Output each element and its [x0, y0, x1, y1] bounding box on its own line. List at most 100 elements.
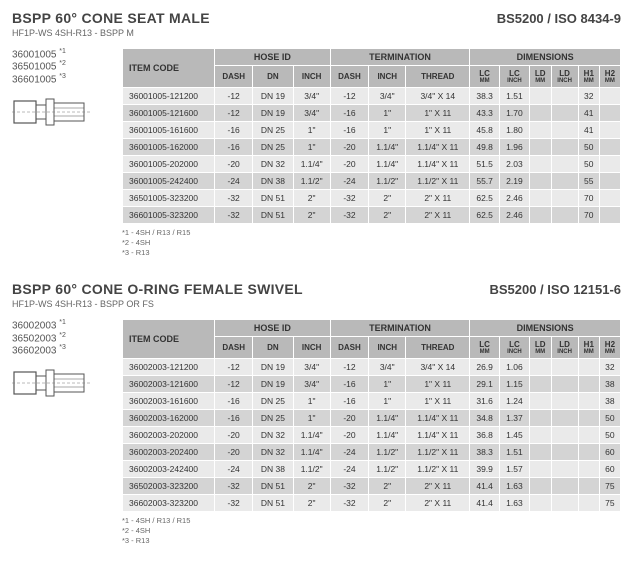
- table-cell: 1.63: [500, 495, 530, 512]
- table-cell: 36002003-121600: [123, 376, 215, 393]
- subcol: INCH: [369, 66, 406, 88]
- table-cell: [529, 376, 551, 393]
- subcol: H1MM: [578, 66, 599, 88]
- table-cell: 1.1/4": [293, 444, 330, 461]
- table-cell: DN 32: [253, 156, 293, 173]
- subcol: DN: [253, 337, 293, 359]
- table-cell: DN 51: [253, 207, 293, 224]
- table-cell: 3/4": [369, 88, 406, 105]
- table-cell: -16: [215, 393, 253, 410]
- table-row: 36002003-121200-12DN 193/4"-123/4"3/4" X…: [123, 359, 621, 376]
- table-row: 36002003-242400-24DN 381.1/2"-241.1/2"1.…: [123, 461, 621, 478]
- subcol: DASH: [330, 66, 368, 88]
- footnotes: *1 - 4SH / R13 / R15*2 - 4SH*3 - R13: [122, 228, 621, 257]
- table-row: 36001005-121600-12DN 193/4"-161"1" X 114…: [123, 105, 621, 122]
- table-cell: 2.46: [500, 190, 530, 207]
- table-cell: 1.96: [500, 139, 530, 156]
- part-code: 36502003 *2: [12, 332, 112, 344]
- table-cell: 50: [578, 156, 599, 173]
- table-cell: 1.1/4": [369, 156, 406, 173]
- table-cell: [551, 495, 578, 512]
- table-cell: [551, 122, 578, 139]
- table-cell: 36002003-161600: [123, 393, 215, 410]
- table-cell: 1" X 11: [406, 122, 470, 139]
- table-cell: 1.06: [500, 359, 530, 376]
- table-cell: 41.4: [470, 478, 500, 495]
- table-cell: 1": [293, 393, 330, 410]
- table-cell: 62.5: [470, 207, 500, 224]
- table-cell: [578, 495, 599, 512]
- table-cell: 1.15: [500, 376, 530, 393]
- section-spec: BS5200 / ISO 12151-6: [489, 282, 621, 297]
- table-row: 36001005-162000-16DN 251"-201.1/4"1.1/4"…: [123, 139, 621, 156]
- table-cell: [529, 444, 551, 461]
- table-cell: 1.1/4": [369, 427, 406, 444]
- subcol: DN: [253, 66, 293, 88]
- table-row: 36002003-202400-20DN 321.1/4"-241.1/2"1.…: [123, 444, 621, 461]
- table-cell: DN 25: [253, 122, 293, 139]
- table-cell: 1" X 11: [406, 376, 470, 393]
- footnote: *2 - 4SH: [122, 526, 621, 536]
- table-cell: 36001005-162000: [123, 139, 215, 156]
- table-cell: 2" X 11: [406, 478, 470, 495]
- table-cell: [578, 393, 599, 410]
- table-cell: [599, 88, 620, 105]
- section-title: BSPP 60° CONE O-RING FEMALE SWIVEL: [12, 281, 303, 297]
- table-cell: DN 51: [253, 478, 293, 495]
- col-itemcode: ITEM CODE: [123, 320, 215, 359]
- table-cell: -16: [330, 376, 368, 393]
- table-cell: [578, 461, 599, 478]
- table-cell: 2": [369, 190, 406, 207]
- table-cell: [529, 156, 551, 173]
- table-cell: 1.1/4" X 11: [406, 156, 470, 173]
- table-cell: [529, 359, 551, 376]
- table-cell: -32: [215, 495, 253, 512]
- spec-table: ITEM CODEHOSE IDTERMINATIONDIMENSIONSDAS…: [122, 319, 621, 512]
- table-cell: [578, 359, 599, 376]
- fitting-diagram: [12, 91, 90, 133]
- table-cell: 36002003-121200: [123, 359, 215, 376]
- table-cell: 36602003-323200: [123, 495, 215, 512]
- part-codes: 36002003 *136502003 *236602003 *3: [12, 319, 112, 356]
- left-column: 36002003 *136502003 *236602003 *3: [12, 319, 112, 545]
- table-cell: 38: [599, 393, 620, 410]
- table-cell: 32: [578, 88, 599, 105]
- table-cell: 38.3: [470, 88, 500, 105]
- table-cell: -16: [215, 410, 253, 427]
- table-cell: 1.63: [500, 478, 530, 495]
- table-cell: 36002003-162000: [123, 410, 215, 427]
- table-cell: [599, 122, 620, 139]
- col-termination: TERMINATION: [330, 320, 469, 337]
- table-cell: 2": [293, 495, 330, 512]
- footnotes: *1 - 4SH / R13 / R15*2 - 4SH*3 - R13: [122, 516, 621, 545]
- table-cell: 1": [369, 122, 406, 139]
- table-cell: [529, 393, 551, 410]
- table-cell: -24: [215, 461, 253, 478]
- table-cell: -20: [215, 156, 253, 173]
- table-cell: [529, 478, 551, 495]
- section-spec: BS5200 / ISO 8434-9: [497, 11, 621, 26]
- footnote: *1 - 4SH / R13 / R15: [122, 516, 621, 526]
- table-cell: 62.5: [470, 190, 500, 207]
- table-cell: -16: [330, 105, 368, 122]
- table-cell: 1" X 11: [406, 393, 470, 410]
- table-cell: 26.9: [470, 359, 500, 376]
- table-cell: 36502003-323200: [123, 478, 215, 495]
- footnote: *3 - R13: [122, 248, 621, 258]
- table-cell: 49.8: [470, 139, 500, 156]
- table-cell: -32: [215, 207, 253, 224]
- table-cell: -20: [215, 427, 253, 444]
- subcol: H2MM: [599, 66, 620, 88]
- table-cell: [551, 139, 578, 156]
- fitting-diagram: [12, 362, 90, 404]
- table-cell: 39.9: [470, 461, 500, 478]
- table-cell: 29.1: [470, 376, 500, 393]
- table-row: 36002003-161600-16DN 251"-161"1" X 1131.…: [123, 393, 621, 410]
- table-cell: [529, 88, 551, 105]
- table-cell: 31.6: [470, 393, 500, 410]
- table-cell: 1.57: [500, 461, 530, 478]
- part-codes: 36001005 *136501005 *236601005 *3: [12, 48, 112, 85]
- table-cell: 1": [293, 139, 330, 156]
- table-cell: 1.1/2" X 11: [406, 173, 470, 190]
- table-cell: [551, 207, 578, 224]
